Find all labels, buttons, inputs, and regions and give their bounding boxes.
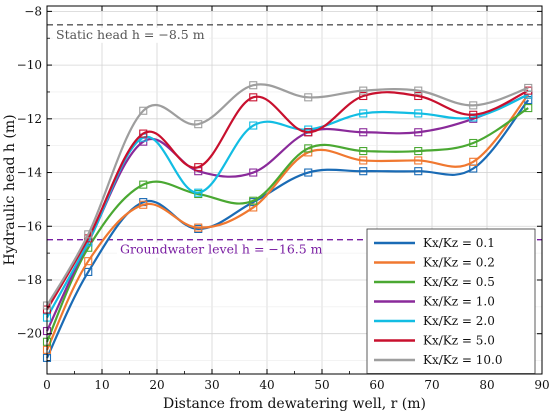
y-tick-label: −12: [17, 112, 42, 126]
data-point: [249, 121, 258, 130]
data-point: [84, 267, 93, 276]
data-point: [359, 109, 368, 118]
data-point: [249, 196, 258, 205]
data-point: [414, 91, 423, 101]
x-tick-label: 20: [149, 378, 164, 392]
data-point: [194, 120, 203, 129]
series-line: [45, 107, 529, 343]
legend-label: Kx/Kz = 0.5: [423, 275, 495, 289]
data-point: [359, 167, 368, 176]
grid: [46, 6, 543, 374]
y-tick-label: −20: [17, 327, 42, 341]
reference-lines: [47, 24, 542, 241]
legend-label: Kx/Kz = 2.0: [423, 314, 495, 328]
legend-item: Kx/Kz = 5.0: [374, 334, 495, 348]
x-axis-label: Distance from dewatering well, r (m): [163, 396, 426, 412]
data-point: [414, 86, 423, 95]
data-point: [304, 168, 313, 177]
x-tick-label: 90: [534, 378, 549, 392]
data-point: [524, 104, 533, 113]
data-point: [469, 101, 478, 110]
series-line: [46, 93, 529, 319]
data-point: [249, 93, 258, 102]
data-point: [249, 81, 258, 90]
data-point: [304, 93, 313, 102]
legend-item: Kx/Kz = 0.2: [374, 256, 495, 270]
y-tick-label: −14: [17, 166, 43, 180]
legend-item: Kx/Kz = 10.0: [374, 353, 502, 367]
data-point: [469, 110, 478, 119]
series-kx-kz-10-0: [42, 81, 533, 310]
x-tick-label: 70: [424, 378, 439, 392]
data-point: [194, 163, 203, 172]
annotation-bg: [117, 242, 317, 258]
x-tick-label: 60: [369, 378, 384, 392]
data-point: [414, 156, 423, 165]
data-point: [139, 180, 148, 189]
legend-label: Kx/Kz = 0.1: [423, 236, 495, 250]
series-line: [46, 83, 529, 307]
legend-label: Kx/Kz = 1.0: [423, 295, 495, 309]
data-point: [524, 83, 533, 92]
data-point: [84, 257, 93, 266]
data-point: [194, 223, 203, 232]
legend-label: Kx/Kz = 0.2: [423, 256, 495, 270]
y-tick-label: −18: [17, 273, 42, 287]
data-point: [194, 188, 203, 197]
x-tick-label: 50: [314, 378, 329, 392]
y-axis-label: Hydraulic head h (m): [2, 114, 18, 265]
legend-item: Kx/Kz = 1.0: [374, 295, 495, 309]
data-point: [469, 138, 478, 148]
data-point: [304, 144, 313, 153]
series-lines: [42, 81, 533, 362]
data-point: [414, 128, 423, 137]
data-point: [84, 230, 93, 239]
x-tick-label: 30: [204, 378, 219, 392]
legend: Kx/Kz = 0.1 Kx/Kz = 0.2 Kx/Kz = 0.5 Kx/Kz =…: [366, 228, 536, 374]
legend-label: Kx/Kz = 10.0: [423, 353, 502, 367]
legend-item: Kx/Kz = 2.0: [374, 314, 495, 328]
data-point: [139, 200, 148, 209]
data-point: [359, 128, 368, 137]
legend-item: Kx/Kz = 0.1: [374, 236, 495, 250]
data-point: [139, 129, 148, 138]
data-point: [469, 157, 478, 166]
data-point: [249, 168, 258, 177]
data-point: [359, 147, 368, 156]
series-line: [46, 89, 529, 311]
x-tick-label: 0: [43, 378, 51, 392]
y-tick-label: −10: [17, 58, 42, 72]
data-point: [359, 86, 368, 95]
data-point: [359, 91, 368, 101]
data-point: [304, 128, 313, 137]
annotation-0: Static head h = −8.5 m: [56, 27, 205, 42]
series-line: [46, 93, 530, 351]
legend-item: Kx/Kz = 0.5: [374, 275, 495, 289]
annotation-bg: [53, 27, 209, 43]
tick-labels: 0 10 20 30 40 50 60 70 80 90 −20 −18 −16 −14 −12 −10 −8: [17, 4, 550, 392]
x-tick-label: 40: [259, 378, 274, 392]
data-point: [139, 106, 148, 115]
annotations: Static head h = −8.5 m Groundwater level …: [53, 27, 323, 258]
data-point: [414, 167, 423, 176]
data-point: [414, 147, 423, 156]
x-tick-label: 10: [94, 378, 109, 392]
y-tick-label: −8: [24, 4, 42, 18]
annotation-1: Groundwater level h = −16.5 m: [120, 242, 323, 257]
x-tick-label: 80: [479, 378, 494, 392]
legend-label: Kx/Kz = 5.0: [423, 334, 495, 348]
data-point: [359, 156, 368, 165]
data-point: [414, 109, 423, 118]
y-tick-label: −16: [17, 219, 42, 233]
